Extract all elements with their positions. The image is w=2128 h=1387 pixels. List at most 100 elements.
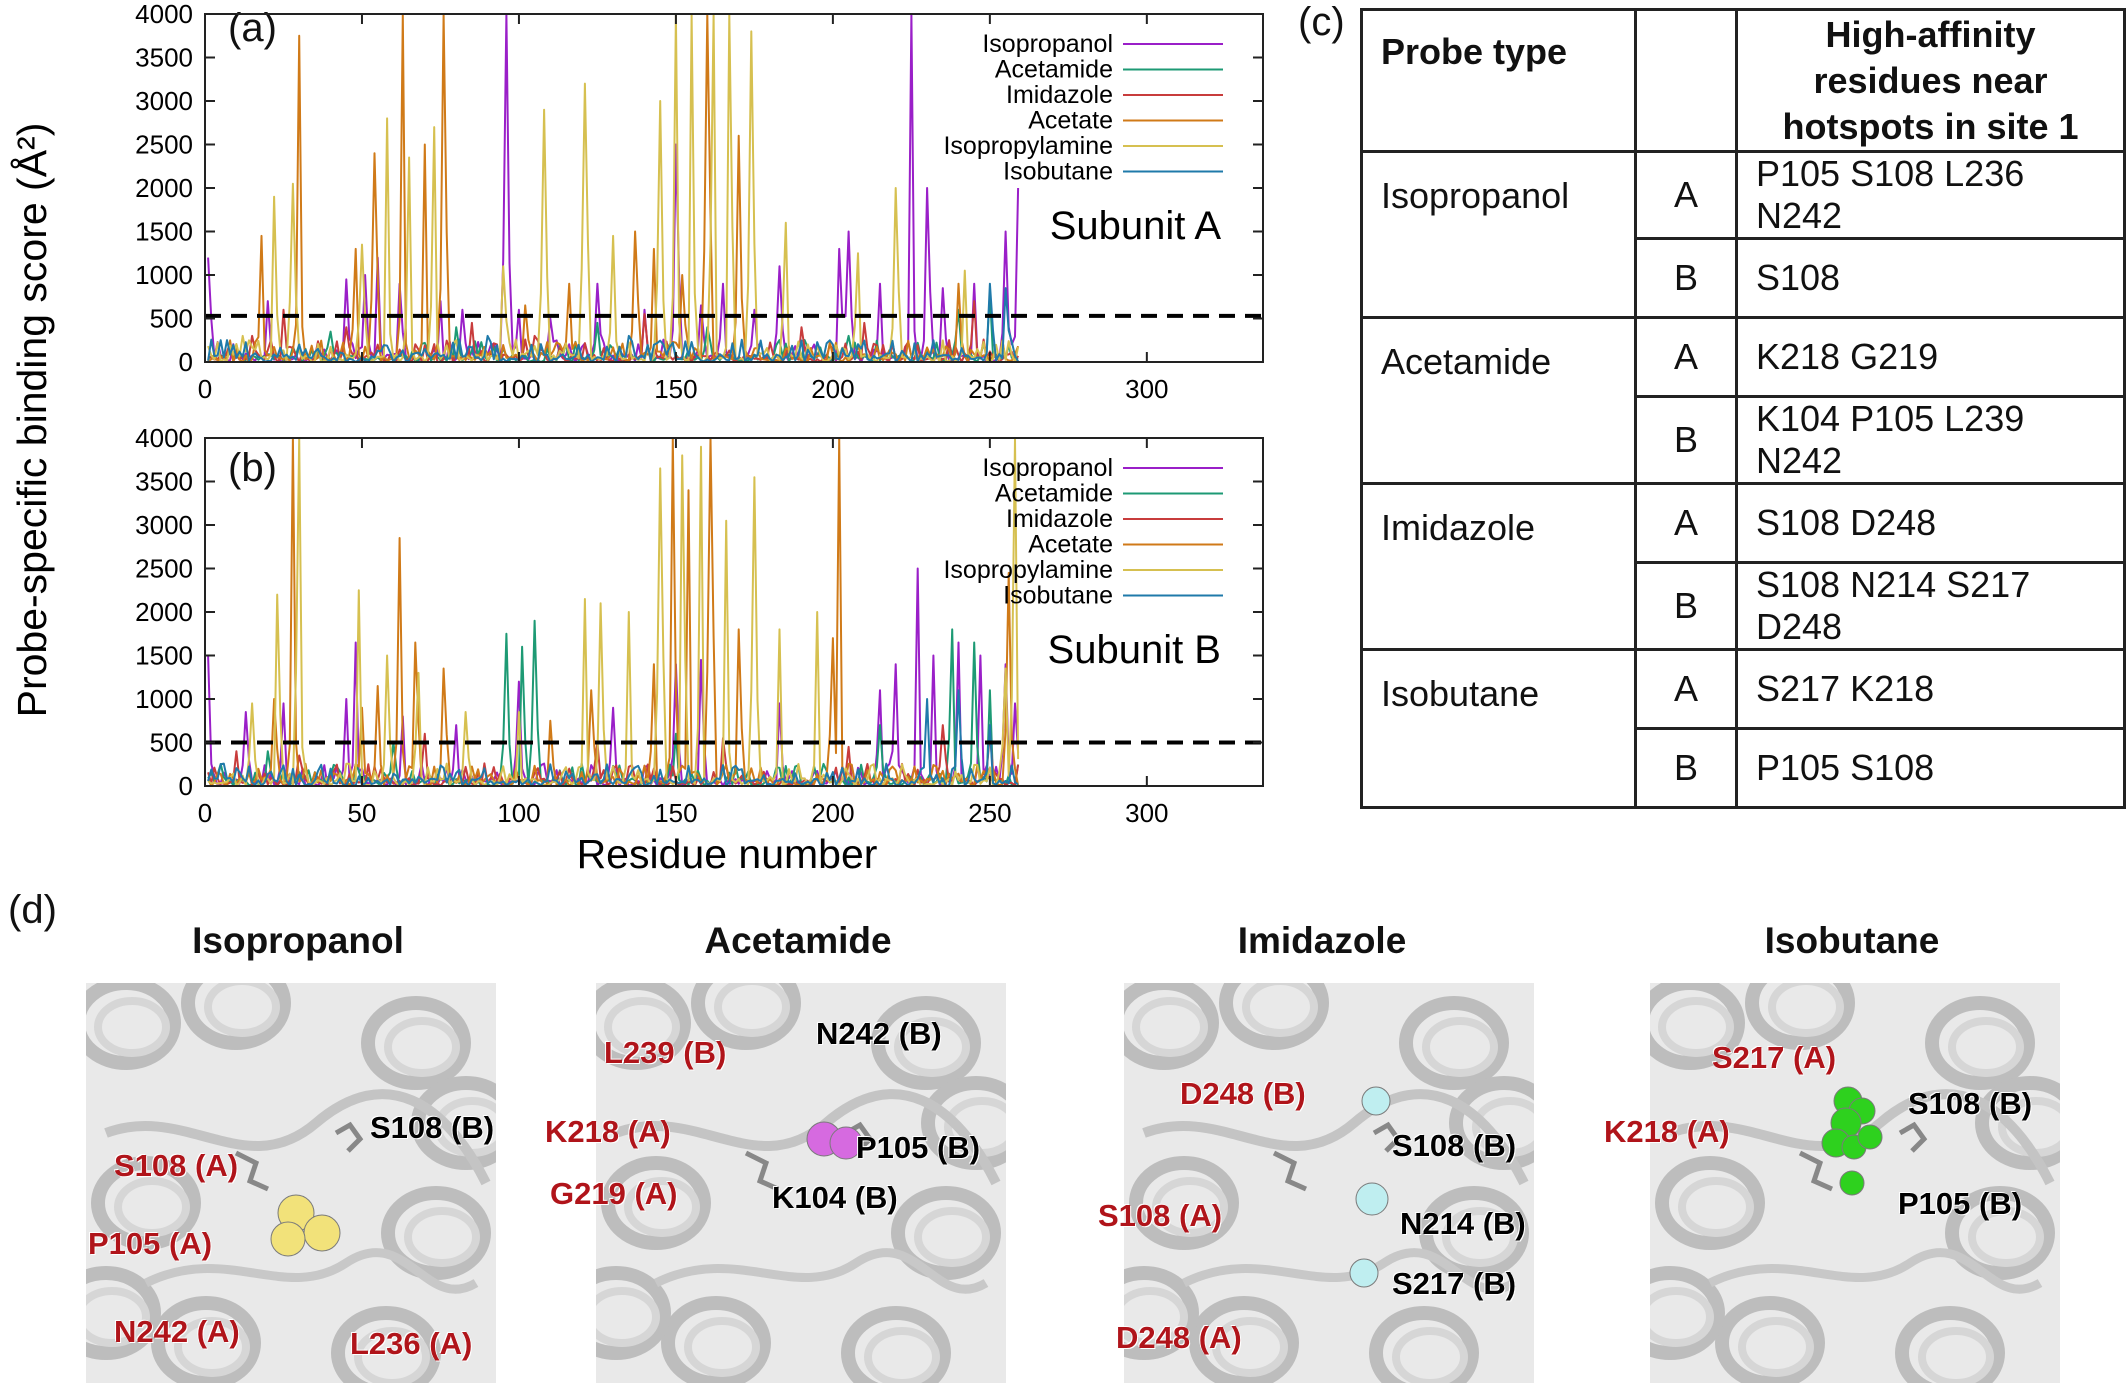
helix-ribbon <box>841 1306 951 1383</box>
probe-sphere <box>1839 1170 1865 1196</box>
chart-title: Subunit B <box>1048 628 1221 672</box>
binding-score-charts: Probe-specific binding score (Å²) Residu… <box>9 0 1264 877</box>
protein-cartoon <box>86 983 496 1383</box>
residue-label: P105 (B) <box>1898 1186 2023 1221</box>
series-line-isopropanol <box>207 567 1020 786</box>
y-tick-label: 1000 <box>135 260 193 290</box>
helix-ribbon <box>596 1287 660 1347</box>
y-tick-label: 0 <box>179 771 193 801</box>
probe-sphere <box>1361 1086 1391 1116</box>
probe-sphere <box>1355 1182 1389 1216</box>
residue-label: S108 (B) <box>370 1110 495 1145</box>
residues-cell: K218 G219 <box>1735 316 2126 398</box>
residue-label: S108 (B) <box>1392 1128 1517 1163</box>
x-tick-label: 300 <box>1125 798 1168 828</box>
table-row: Isobutane A S217 K218 <box>1360 648 2126 809</box>
helix-ribbon <box>1895 1306 2005 1383</box>
probe-sphere <box>303 1214 341 1252</box>
table-row: B S108 <box>1362 237 2126 319</box>
helix-ribbon <box>596 1266 671 1360</box>
helix-ribbon <box>1768 983 1844 1037</box>
x-axis-label: Residue number <box>577 831 878 877</box>
helix-ribbon <box>714 983 790 1037</box>
structure-title-acetamide: Acetamide <box>704 920 892 961</box>
legend-label: Isopropanol <box>982 454 1113 482</box>
helix-ribbon <box>914 1207 990 1267</box>
helix-ribbon <box>661 1296 771 1383</box>
helix-ribbon <box>1152 1177 1228 1237</box>
protein-cartoon <box>1124 983 1534 1383</box>
helix-ribbon <box>1918 1327 1994 1383</box>
legend: IsopropanolAcetamideImidazoleAcetateIsop… <box>943 30 1223 186</box>
residue-label: K104 (B) <box>772 1180 898 1215</box>
legend-label: Acetamide <box>995 56 1113 84</box>
legend-label: Imidazole <box>1006 81 1113 109</box>
y-tick-label: 1500 <box>135 641 193 671</box>
probe-sphere <box>1349 1258 1379 1288</box>
legend-label: Isobutane <box>1003 582 1113 610</box>
series-line-acetate <box>207 438 1020 786</box>
y-axis-label: Probe-specific binding score (Å²) <box>9 123 55 718</box>
table-row: Isopropanol A P105 S108 L236 N242 <box>1360 150 2126 319</box>
residue-label: P105 (B) <box>856 1130 981 1165</box>
probe-sphere <box>1857 1124 1883 1150</box>
series-line-acetate <box>207 14 1020 362</box>
table-row: B P105 S108 <box>1362 727 2126 809</box>
loop-ribbon <box>1707 1248 2043 1294</box>
residue-label: N214 (B) <box>1400 1206 1526 1241</box>
residue-label: K218 (A) <box>1604 1114 1730 1149</box>
x-tick-label: 0 <box>198 374 212 404</box>
x-tick-label: 250 <box>968 798 1011 828</box>
helix-ribbon <box>91 1156 201 1250</box>
legend: IsopropanolAcetamideImidazoleAcetateIsop… <box>943 454 1223 610</box>
helix-ribbon <box>1132 997 1208 1057</box>
legend-label: Acetamide <box>995 480 1113 508</box>
helix-ribbon <box>384 1017 460 1077</box>
helix-ribbon <box>1419 1186 1529 1280</box>
y-tick-label: 1500 <box>135 217 193 247</box>
y-tick-label: 2500 <box>135 554 193 584</box>
helix-ribbon <box>204 983 280 1037</box>
helix-ribbon <box>1658 997 1734 1057</box>
residues-cell: P105 S108 <box>1735 727 2126 809</box>
subunit-cell: A <box>1634 648 1738 730</box>
residues-cell: P105 S108 L236 N242 <box>1735 150 2126 240</box>
residue-label: L236 (A) <box>350 1326 473 1361</box>
x-tick-label: 150 <box>654 798 697 828</box>
residue-label: S217 (B) <box>1392 1266 1517 1301</box>
probe-sphere <box>270 1221 306 1257</box>
helix-ribbon <box>1399 996 1509 1090</box>
table-header-row: Probe type High-affinity residues near h… <box>1360 8 2126 153</box>
helix-ribbon <box>1124 983 1219 1070</box>
legend-label: Imidazole <box>1006 505 1113 533</box>
helix-ribbon <box>1189 1296 1299 1383</box>
helix-ribbon <box>1442 1207 1518 1267</box>
panel-c-letter: (c) <box>1298 0 1345 44</box>
helix-ribbon <box>1392 1327 1468 1383</box>
helix-ribbon <box>864 1327 940 1383</box>
legend-label: Acetate <box>1028 107 1113 135</box>
loop-ribbon <box>1142 1089 1529 1186</box>
x-tick-label: 50 <box>348 798 377 828</box>
y-tick-label: 4000 <box>135 423 193 453</box>
residue-label: D248 (A) <box>1116 1320 1242 1355</box>
helix-ribbon <box>891 1186 1001 1280</box>
table-row: B K104 P105 L239 N242 <box>1362 395 2126 485</box>
helix-ribbon <box>1650 1266 1725 1360</box>
table-row: B S108 N214 S217 D248 <box>1362 561 2126 651</box>
residues-cell: K104 P105 L239 N242 <box>1735 395 2126 485</box>
helix-ribbon <box>94 997 170 1057</box>
helix-ribbon <box>1219 983 1329 1050</box>
x-tick-label: 200 <box>811 374 854 404</box>
subunit-cell: B <box>1634 395 1738 485</box>
y-tick-label: 3500 <box>135 43 193 73</box>
residue-sticks <box>334 1121 364 1153</box>
x-tick-label: 100 <box>497 798 540 828</box>
residues-cell: S217 K218 <box>1735 648 2126 730</box>
residue-label: P105 (A) <box>88 1226 213 1261</box>
residue-label: N242 (B) <box>816 1016 942 1051</box>
chart-subunit-b: 0 500 1000 1500 2000 2500 3000 3500 4000 0 50 100 15… <box>135 423 1264 828</box>
helix-ribbon <box>871 996 981 1090</box>
residues-cell: S108 N214 S217 D248 <box>1735 561 2126 651</box>
residue-label: S108 (A) <box>114 1148 239 1183</box>
